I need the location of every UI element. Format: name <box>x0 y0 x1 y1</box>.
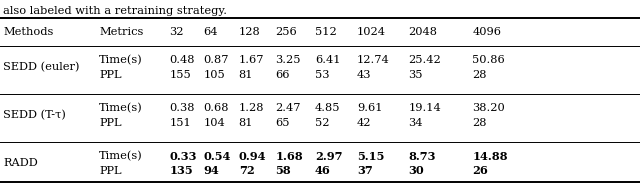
Text: 53: 53 <box>315 70 330 80</box>
Text: 46: 46 <box>315 166 331 176</box>
Text: 1024: 1024 <box>357 27 386 37</box>
Text: 66: 66 <box>275 70 290 80</box>
Text: 0.87: 0.87 <box>204 55 229 65</box>
Text: 94: 94 <box>204 166 220 176</box>
Text: 1.67: 1.67 <box>239 55 264 65</box>
Text: 50.86: 50.86 <box>472 55 505 65</box>
Text: 4096: 4096 <box>472 27 501 37</box>
Text: 0.33: 0.33 <box>170 151 197 162</box>
Text: 37: 37 <box>357 166 373 176</box>
Text: 1.68: 1.68 <box>275 151 303 162</box>
Text: Metrics: Metrics <box>99 27 143 37</box>
Text: 81: 81 <box>239 70 253 80</box>
Text: also labeled with a retraining strategy.: also labeled with a retraining strategy. <box>3 6 227 16</box>
Text: 26: 26 <box>472 166 488 176</box>
Text: 43: 43 <box>357 70 372 80</box>
Text: 28: 28 <box>472 70 487 80</box>
Text: 0.54: 0.54 <box>204 151 231 162</box>
Text: SEDD (euler): SEDD (euler) <box>3 62 80 72</box>
Text: PPL: PPL <box>99 70 122 80</box>
Text: 58: 58 <box>275 166 291 176</box>
Text: 5.15: 5.15 <box>357 151 385 162</box>
Text: SEDD (T-τ): SEDD (T-τ) <box>3 110 66 120</box>
Text: Time(s): Time(s) <box>99 55 143 65</box>
Text: 12.74: 12.74 <box>357 55 390 65</box>
Text: 3.25: 3.25 <box>275 55 301 65</box>
Text: 151: 151 <box>170 118 191 128</box>
Text: 25.42: 25.42 <box>408 55 441 65</box>
Text: 28: 28 <box>472 118 487 128</box>
Text: 19.14: 19.14 <box>408 103 441 113</box>
Text: 9.61: 9.61 <box>357 103 383 113</box>
Text: 0.38: 0.38 <box>170 103 195 113</box>
Text: 105: 105 <box>204 70 225 80</box>
Text: PPL: PPL <box>99 118 122 128</box>
Text: 0.94: 0.94 <box>239 151 266 162</box>
Text: 4.85: 4.85 <box>315 103 340 113</box>
Text: Methods: Methods <box>3 27 54 37</box>
Text: 2.97: 2.97 <box>315 151 342 162</box>
Text: 34: 34 <box>408 118 423 128</box>
Text: 1.28: 1.28 <box>239 103 264 113</box>
Text: 72: 72 <box>239 166 255 176</box>
Text: 155: 155 <box>170 70 191 80</box>
Text: 0.68: 0.68 <box>204 103 229 113</box>
Text: 128: 128 <box>239 27 260 37</box>
Text: 14.88: 14.88 <box>472 151 508 162</box>
Text: 104: 104 <box>204 118 225 128</box>
Text: 512: 512 <box>315 27 337 37</box>
Text: 6.41: 6.41 <box>315 55 340 65</box>
Text: 8.73: 8.73 <box>408 151 436 162</box>
Text: 42: 42 <box>357 118 372 128</box>
Text: 65: 65 <box>275 118 290 128</box>
Text: 135: 135 <box>170 166 193 176</box>
Text: 256: 256 <box>275 27 297 37</box>
Text: 30: 30 <box>408 166 424 176</box>
Text: 64: 64 <box>204 27 218 37</box>
Text: 35: 35 <box>408 70 423 80</box>
Text: Time(s): Time(s) <box>99 103 143 113</box>
Text: 2048: 2048 <box>408 27 437 37</box>
Text: 2.47: 2.47 <box>275 103 301 113</box>
Text: RADD: RADD <box>3 158 38 168</box>
Text: 38.20: 38.20 <box>472 103 505 113</box>
Text: 0.48: 0.48 <box>170 55 195 65</box>
Text: Time(s): Time(s) <box>99 151 143 161</box>
Text: 52: 52 <box>315 118 330 128</box>
Text: 81: 81 <box>239 118 253 128</box>
Text: 32: 32 <box>170 27 184 37</box>
Text: PPL: PPL <box>99 166 122 176</box>
